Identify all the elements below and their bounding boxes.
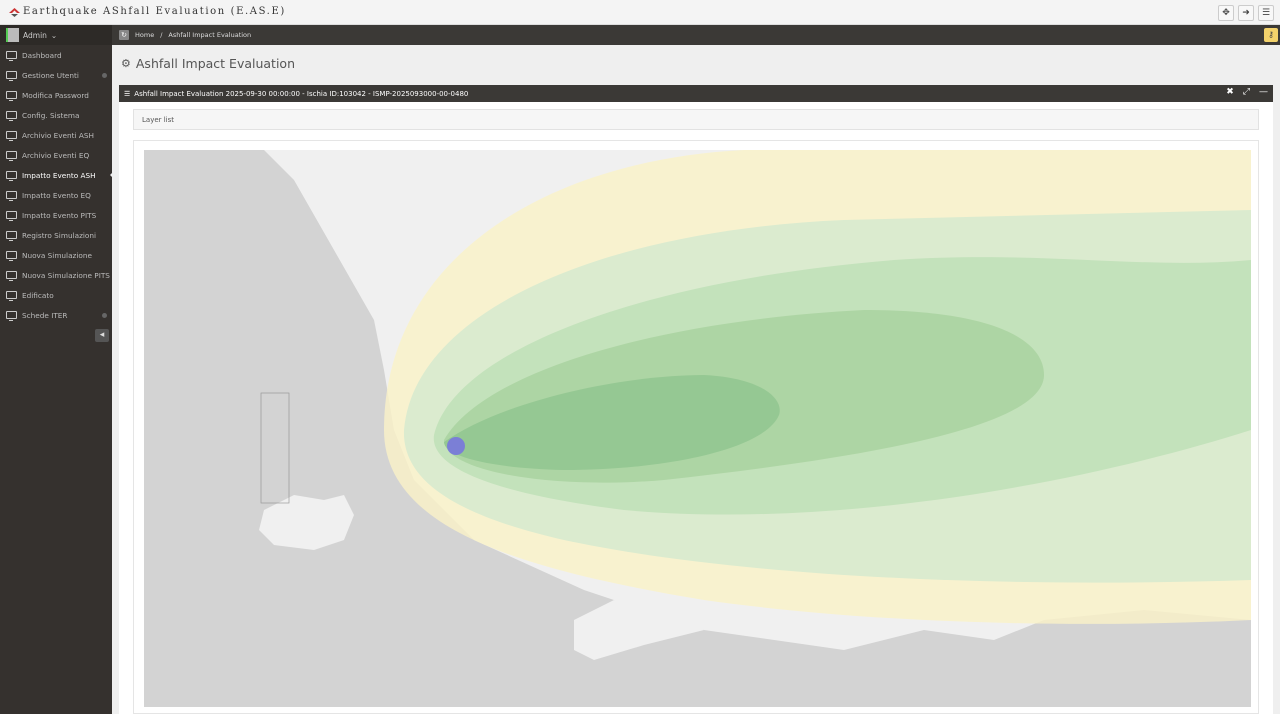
sidebar-item-label: Modifica Password bbox=[22, 90, 89, 100]
lock-icon bbox=[6, 91, 17, 101]
logout-button[interactable]: ➜ bbox=[1238, 5, 1254, 21]
arrow-left-icon: ◂ bbox=[99, 330, 105, 340]
avatar bbox=[6, 28, 19, 42]
sidebar-item-label: Impatto Evento ASH bbox=[22, 170, 96, 180]
monitor-icon bbox=[6, 251, 17, 261]
boundary-outline bbox=[260, 392, 290, 504]
monitor-icon bbox=[6, 51, 17, 61]
sidebar-item-label: Gestione Utenti bbox=[22, 70, 79, 80]
sidebar-item-nuova-simulazione-pits[interactable]: Nuova Simulazione PITS bbox=[0, 265, 112, 285]
monitor-icon bbox=[6, 151, 17, 161]
breadcrumb: ↻ Home / Ashfall Impact Evaluation ⚷ bbox=[112, 25, 1280, 45]
panel-header: ☰ Ashfall Impact Evaluation 2025-09-30 0… bbox=[119, 85, 1273, 102]
fullscreen-icon: ✥ bbox=[1222, 8, 1230, 18]
expand-icon bbox=[102, 72, 107, 78]
user-name: Admin bbox=[23, 30, 47, 40]
monitor-icon bbox=[6, 171, 17, 181]
sidebar: Admin ⌄ Dashboard Gestione Utenti Modifica … bbox=[0, 25, 113, 714]
page-title-text: Ashfall Impact Evaluation bbox=[135, 56, 295, 71]
ashfall-map[interactable] bbox=[144, 150, 1251, 707]
panel-title: Ashfall Impact Evaluation 2025-09-30 00:… bbox=[134, 89, 469, 98]
layer-list-label: Layer list bbox=[142, 116, 175, 124]
sidebar-item-label: Config. Sistema bbox=[22, 110, 80, 120]
sidebar-item-impatto-evento-eq[interactable]: Impatto Evento EQ bbox=[0, 185, 112, 205]
sidebar-item-label: Dashboard bbox=[22, 50, 62, 60]
top-bar: Earthquake AShfall Evaluation (E.AS.E) ✥… bbox=[0, 0, 1280, 25]
sidebar-item-label: Archivio Eventi EQ bbox=[22, 150, 90, 160]
monitor-icon bbox=[6, 271, 17, 281]
monitor-icon bbox=[6, 311, 17, 321]
sidebar-item-impatto-evento-pits[interactable]: Impatto Evento PITS bbox=[0, 205, 112, 225]
menu-icon: ☰ bbox=[1261, 8, 1271, 18]
user-icon bbox=[6, 71, 17, 81]
layer-list[interactable]: Layer list bbox=[133, 109, 1259, 130]
vent-marker bbox=[447, 437, 465, 455]
sidebar-item-label: Impatto Evento PITS bbox=[22, 210, 97, 220]
breadcrumb-home[interactable]: Home bbox=[135, 31, 155, 39]
sidebar-item-label: Nuova Simulazione bbox=[22, 250, 92, 260]
breadcrumb-current: Ashfall Impact Evaluation bbox=[168, 31, 252, 39]
gears-icon: ⚙ bbox=[121, 57, 131, 70]
sidebar-item-modifica-password[interactable]: Modifica Password bbox=[0, 85, 112, 105]
sidebar-item-label: Archivio Eventi ASH bbox=[22, 130, 94, 140]
sidebar-item-label: Schede ITER bbox=[22, 310, 68, 320]
page-title: ⚙ Ashfall Impact Evaluation bbox=[121, 56, 295, 71]
sidebar-item-gestione-utenti[interactable]: Gestione Utenti bbox=[0, 65, 112, 85]
sidebar-item-archivio-eventi-eq[interactable]: Archivio Eventi EQ bbox=[0, 145, 112, 165]
key-button[interactable]: ⚷ bbox=[1264, 28, 1278, 42]
sorrento-peninsula bbox=[574, 600, 704, 660]
logout-icon: ➜ bbox=[1242, 8, 1250, 18]
collapse-sidebar-button[interactable]: ◂ bbox=[95, 329, 109, 342]
sidebar-item-archivio-eventi-ash[interactable]: Archivio Eventi ASH bbox=[0, 125, 112, 145]
sidebar-item-edificato[interactable]: Edificato bbox=[0, 285, 112, 305]
monitor-icon bbox=[6, 291, 17, 301]
sidebar-item-label: Registro Simulazioni bbox=[22, 230, 97, 240]
sidebar-item-label: Nuova Simulazione PITS bbox=[22, 270, 110, 280]
fullscreen-button[interactable]: ✥ bbox=[1218, 5, 1234, 21]
breadcrumb-separator: / bbox=[160, 31, 163, 39]
monitor-icon bbox=[6, 211, 17, 221]
app-brand[interactable]: Earthquake AShfall Evaluation (E.AS.E) bbox=[8, 6, 286, 17]
logo-icon bbox=[9, 7, 20, 17]
refresh-button[interactable]: ↻ bbox=[119, 30, 129, 40]
expand-panel-button[interactable]: ⤢ bbox=[1242, 87, 1250, 97]
minimize-panel-button[interactable]: — bbox=[1259, 87, 1268, 97]
sidebar-item-dashboard[interactable]: Dashboard bbox=[0, 45, 112, 65]
sidebar-item-schede-iter[interactable]: Schede ITER bbox=[0, 305, 112, 325]
sidebar-item-label: Impatto Evento EQ bbox=[22, 190, 91, 200]
app-title: Earthquake AShfall Evaluation (E.AS.E) bbox=[23, 6, 286, 17]
sidebar-item-impatto-evento-ash[interactable]: Impatto Evento ASH bbox=[0, 165, 113, 185]
monitor-icon bbox=[6, 231, 17, 241]
island-ischia bbox=[259, 495, 354, 550]
key-icon: ⚷ bbox=[1268, 30, 1274, 39]
menu-button[interactable]: ☰ bbox=[1258, 5, 1274, 21]
sidebar-item-label: Edificato bbox=[22, 290, 54, 300]
sidebar-item-registro-simulazioni[interactable]: Registro Simulazioni bbox=[0, 225, 112, 245]
expand-icon bbox=[102, 312, 107, 318]
monitor-icon bbox=[6, 131, 17, 141]
close-panel-button[interactable]: ✖ bbox=[1226, 87, 1234, 97]
refresh-icon: ↻ bbox=[121, 31, 127, 39]
monitor-icon bbox=[6, 111, 17, 121]
user-menu[interactable]: Admin ⌄ bbox=[0, 25, 112, 45]
monitor-icon bbox=[6, 191, 17, 201]
chevron-down-icon: ⌄ bbox=[50, 30, 58, 40]
list-icon: ☰ bbox=[124, 89, 131, 98]
ash-zone-4 bbox=[444, 375, 780, 470]
sidebar-item-nuova-simulazione[interactable]: Nuova Simulazione bbox=[0, 245, 112, 265]
sidebar-item-config-sistema[interactable]: Config. Sistema bbox=[0, 105, 112, 125]
